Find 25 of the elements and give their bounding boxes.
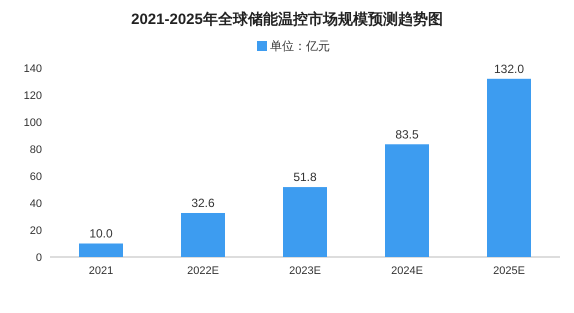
y-tick-label: 120	[24, 90, 42, 102]
data-label: 10.0	[89, 226, 113, 240]
bar	[283, 187, 327, 257]
y-tick-label: 20	[30, 225, 42, 237]
data-label: 132.0	[494, 62, 524, 76]
x-tick-label: 2025E	[493, 265, 525, 277]
legend-label: 单位：亿元	[270, 39, 330, 53]
y-tick-label: 40	[30, 198, 42, 210]
data-label: 32.6	[191, 196, 215, 210]
y-tick-label: 140	[24, 63, 42, 75]
y-tick-label: 60	[30, 171, 42, 183]
data-label: 51.8	[293, 170, 317, 184]
x-tick-label: 2021	[88, 265, 114, 277]
y-tick-label: 80	[30, 144, 42, 156]
bar	[181, 212, 225, 257]
x-tick-label: 2022E	[187, 265, 219, 277]
data-label: 83.5	[395, 127, 419, 142]
chart-title: 2021-2025年全球储能温控市场规模预测趋势图	[131, 10, 443, 28]
y-tick-label: 0	[36, 252, 42, 264]
bar	[487, 78, 531, 257]
bar	[79, 244, 123, 257]
bar	[385, 144, 429, 257]
x-tick-label: 2023E	[289, 265, 321, 277]
x-tick-label: 2024E	[391, 265, 423, 277]
y-tick-label: 100	[24, 117, 42, 129]
